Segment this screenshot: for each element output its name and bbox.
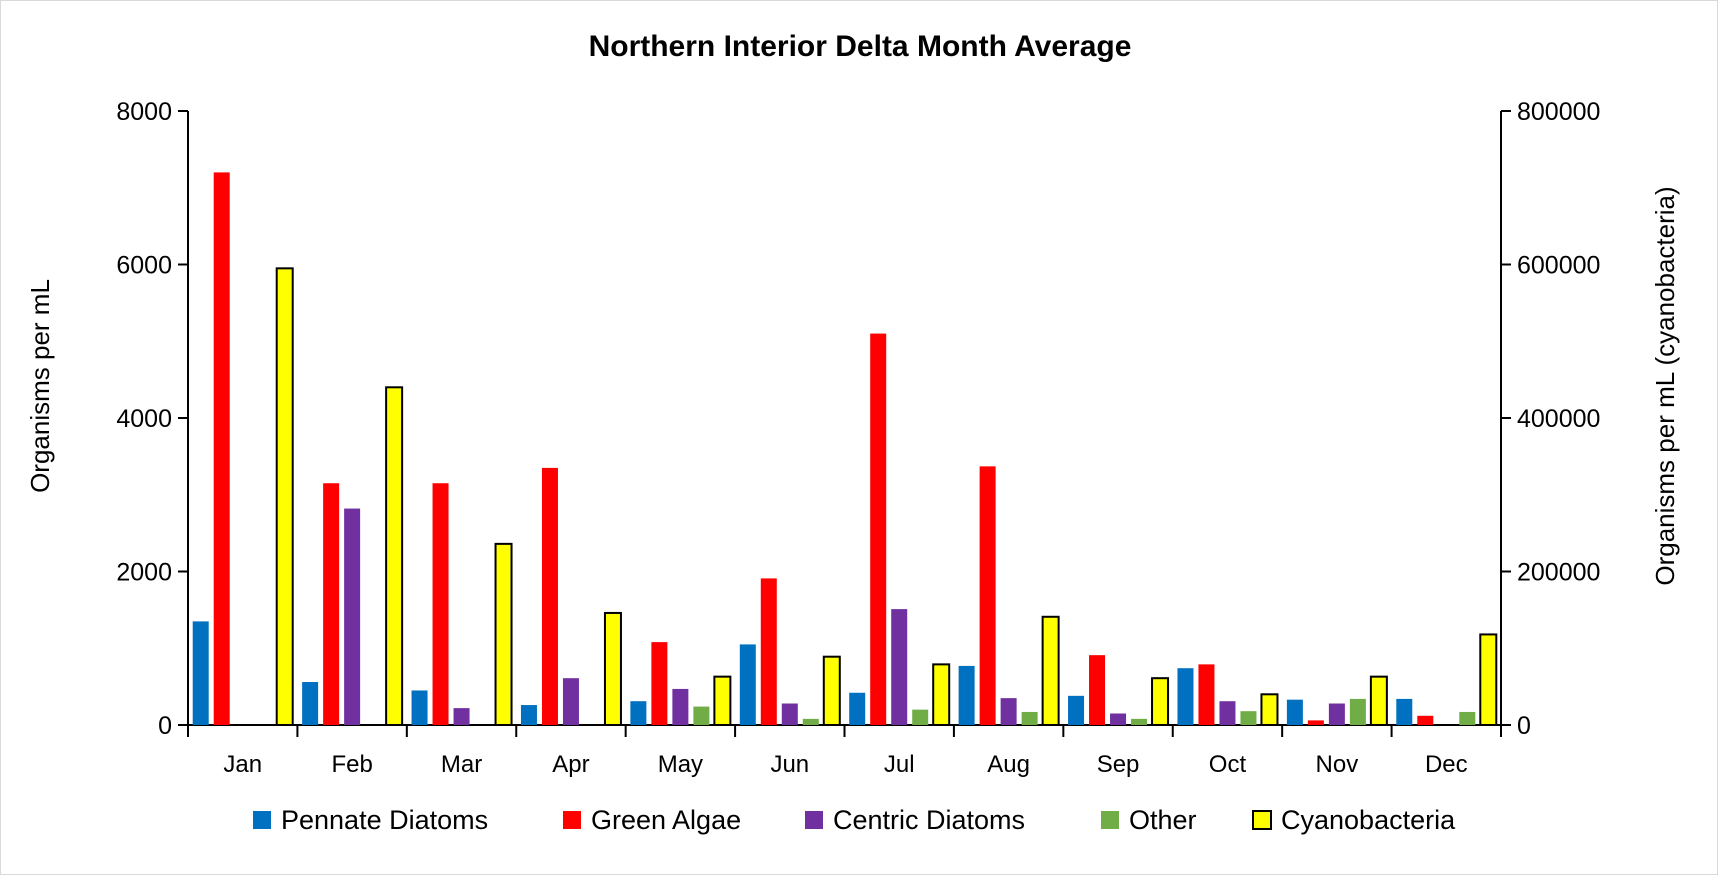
bar-pennate-diatoms-may [630,701,647,725]
bar-green-algae-nov [1307,720,1324,725]
legend-swatch [253,811,271,829]
bar-cyanobacteria-aug [1041,615,1060,726]
bar-green-algae-oct [1198,664,1215,725]
category-label: Dec [1425,751,1468,778]
bar-other-sep [1131,718,1148,725]
left-tick-label: 4000 [116,405,172,433]
y2-axis-title: Organisms per mL (cyanobacteria) [1650,186,1680,585]
bar-centric-diatoms-jul [891,609,908,725]
category-label: Apr [552,751,589,778]
bar-centric-diatoms-apr [562,678,579,725]
legend-label: Centric Diatoms [833,805,1025,835]
bar-centric-diatoms-oct [1219,701,1236,725]
bar-green-algae-dec [1417,715,1434,725]
bar-cyanobacteria-sep [1151,677,1170,726]
legend-label: Green Algae [591,805,741,835]
x-axis: Jan Feb Mar Apr May Jun Jul Aug Sep Oct Nov Dec [187,724,1502,778]
bar-pennate-diatoms-sep [1068,695,1085,725]
bar-series [192,172,1498,727]
left-tick-label: 8000 [116,98,172,126]
bar-green-algae-jan [213,172,230,725]
bar-green-algae-apr [541,467,558,725]
bar-pennate-diatoms-jul [849,692,866,725]
category-label: May [658,751,703,778]
category-label: Feb [331,751,372,778]
right-tick-label: 0 [1517,712,1531,740]
bar-centric-diatoms-sep [1110,713,1127,725]
chart-title: Northern Interior Delta Month Average [589,30,1132,63]
legend-label: Other [1129,805,1197,835]
bar-green-algae-aug [979,466,996,725]
bar-cyanobacteria-nov [1369,675,1388,727]
bar-cyanobacteria-mar [494,542,513,726]
category-label: Oct [1209,751,1247,778]
right-tick-label: 600000 [1517,252,1600,280]
bar-pennate-diatoms-nov [1286,699,1303,725]
bar-green-algae-feb [323,483,340,725]
bar-centric-diatoms-jun [781,703,798,725]
bar-cyanobacteria-feb [385,386,404,726]
legend: Pennate Diatoms Green Algae Centric Diatom… [253,805,1456,835]
bar-other-may [693,706,710,725]
bar-pennate-diatoms-oct [1177,668,1194,725]
bar-green-algae-mar [432,483,449,725]
bar-pennate-diatoms-feb [302,682,319,725]
left-axis: 0 2000 4000 6000 8000 [116,98,189,740]
bar-cyanobacteria-jun [822,655,841,727]
category-label: Jan [223,751,262,778]
bar-pennate-diatoms-dec [1396,698,1413,725]
bar-centric-diatoms-mar [453,708,470,725]
category-label: Mar [441,751,482,778]
category-label: Jul [884,751,915,778]
bar-centric-diatoms-aug [1000,698,1017,725]
category-label: Jun [770,751,809,778]
bar-green-algae-sep [1089,655,1106,725]
legend-swatch [563,811,581,829]
legend-label: Pennate Diatoms [281,805,488,835]
bar-other-jul [912,709,929,725]
bar-centric-diatoms-nov [1328,703,1345,725]
bar-pennate-diatoms-jan [192,621,209,725]
bar-pennate-diatoms-apr [520,705,537,725]
bar-other-nov [1349,698,1366,725]
bar-green-algae-may [651,642,668,725]
bar-cyanobacteria-may [713,675,732,727]
bar-other-aug [1021,711,1038,725]
bar-other-dec [1459,711,1476,725]
legend-swatch [1252,810,1272,830]
left-tick-label: 2000 [116,559,172,587]
category-label: Aug [987,751,1030,778]
legend-swatch [805,811,823,829]
bar-centric-diatoms-may [672,688,689,725]
bar-green-algae-jun [760,578,777,725]
left-tick-label: 6000 [116,252,172,280]
bar-other-jun [802,718,819,725]
bar-centric-diatoms-feb [344,508,361,725]
bar-green-algae-jul [870,333,887,725]
left-tick-label: 0 [158,712,172,740]
right-tick-label: 400000 [1517,405,1600,433]
right-axis: 0 200000 400000 600000 800000 [1500,98,1600,740]
bar-cyanobacteria-apr [603,611,622,727]
legend-swatch [1101,811,1119,829]
bar-pennate-diatoms-jun [739,644,756,725]
category-label: Nov [1316,751,1359,778]
bar-cyanobacteria-jan [275,267,294,726]
legend-label: Cyanobacteria [1281,805,1456,835]
category-label: Sep [1097,751,1140,778]
bar-cyanobacteria-oct [1260,693,1279,726]
right-tick-label: 200000 [1517,559,1600,587]
right-tick-label: 800000 [1517,98,1600,126]
bar-cyanobacteria-jul [932,663,951,726]
bar-pennate-diatoms-mar [411,690,428,725]
bar-other-oct [1240,711,1257,725]
bar-cyanobacteria-dec [1479,633,1498,726]
y-axis-title: Organisms per mL [25,279,55,493]
bar-pennate-diatoms-aug [958,665,975,725]
